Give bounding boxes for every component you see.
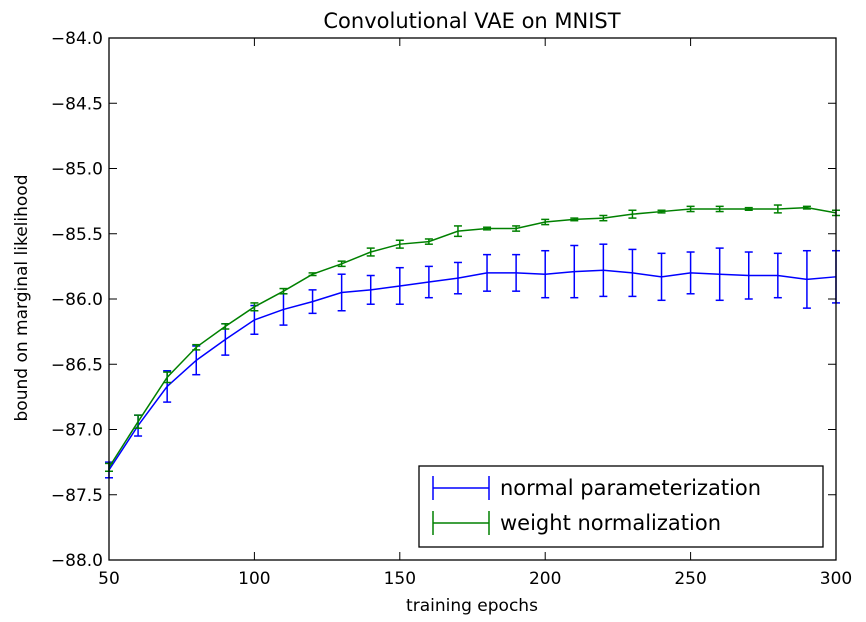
- x-tick-label: 50: [98, 569, 120, 589]
- y-tick-label: −84.5: [51, 94, 103, 114]
- x-tick-label: 150: [384, 569, 416, 589]
- x-tick-label: 100: [238, 569, 270, 589]
- plot-area: [105, 204, 840, 479]
- error-bar: [773, 252, 782, 299]
- x-axis-label: training epochs: [406, 596, 538, 616]
- series-0: [105, 243, 840, 479]
- error-bar: [628, 209, 637, 219]
- y-tick-label: −85.0: [51, 160, 103, 180]
- legend-label: normal parameterization: [500, 476, 761, 500]
- error-bar: [541, 218, 550, 226]
- error-bar: [802, 205, 811, 210]
- error-bar: [308, 272, 317, 277]
- series-line: [108, 206, 837, 468]
- error-bar: [715, 247, 724, 302]
- error-bar: [657, 209, 666, 214]
- y-tick-label: −85.5: [51, 225, 103, 245]
- error-bar: [134, 414, 143, 429]
- error-bar: [686, 251, 695, 295]
- error-bar: [512, 225, 521, 232]
- error-bar: [802, 249, 811, 309]
- error-bar: [744, 251, 753, 300]
- error-bar: [453, 261, 462, 295]
- error-bar: [337, 260, 346, 268]
- y-tick-label: −87.0: [51, 421, 103, 441]
- error-bar: [570, 217, 579, 222]
- error-bar: [483, 226, 492, 231]
- error-bar: [163, 371, 172, 384]
- error-bar: [541, 249, 550, 299]
- x-tick-label: 200: [529, 569, 561, 589]
- error-bar: [483, 253, 492, 292]
- error-bar: [657, 252, 666, 302]
- legend-entry: weight normalization: [432, 511, 721, 535]
- y-tick-label: −86.0: [51, 290, 103, 310]
- y-tick-label: −86.5: [51, 355, 103, 375]
- chart-title: Convolutional VAE on MNIST: [323, 9, 620, 33]
- error-bar: [570, 244, 579, 299]
- series-1: [105, 204, 840, 473]
- error-bar: [686, 205, 695, 213]
- error-bar: [366, 274, 375, 305]
- error-bar: [512, 253, 521, 292]
- legend: normal parameterization weight normalizat…: [418, 465, 824, 548]
- axis-ticks: 50 100 150 200 250 300 −84.0 −84.5 −85.0 −85.5 −86…: [51, 29, 852, 589]
- error-bar: [424, 238, 433, 245]
- y-tick-label: −84.0: [51, 29, 103, 49]
- error-bar: [192, 343, 201, 351]
- error-bar: [424, 265, 433, 299]
- error-bar: [453, 225, 462, 238]
- y-axis-label: bound on marginal likelihood: [12, 175, 32, 422]
- error-bar: [250, 302, 259, 312]
- error-bar: [395, 266, 404, 305]
- error-bar: [744, 206, 753, 212]
- error-bar: [599, 214, 608, 222]
- legend-entry: normal parameterization: [432, 476, 761, 500]
- error-bar: [221, 323, 230, 330]
- x-tick-label: 300: [820, 569, 852, 589]
- error-bar: [337, 273, 346, 312]
- error-bar: [599, 243, 608, 298]
- error-bar: [395, 239, 404, 249]
- x-tick-label: 250: [674, 569, 706, 589]
- y-tick-label: −88.0: [51, 551, 103, 571]
- error-bar: [308, 289, 317, 315]
- error-bar: [628, 248, 637, 298]
- error-bar: [773, 204, 782, 214]
- legend-box: [418, 465, 824, 548]
- error-bar: [715, 205, 724, 213]
- legend-label: weight normalization: [500, 511, 721, 535]
- error-bar: [366, 247, 375, 257]
- y-tick-label: −87.5: [51, 486, 103, 506]
- error-bar: [279, 287, 288, 295]
- series-line: [108, 269, 837, 471]
